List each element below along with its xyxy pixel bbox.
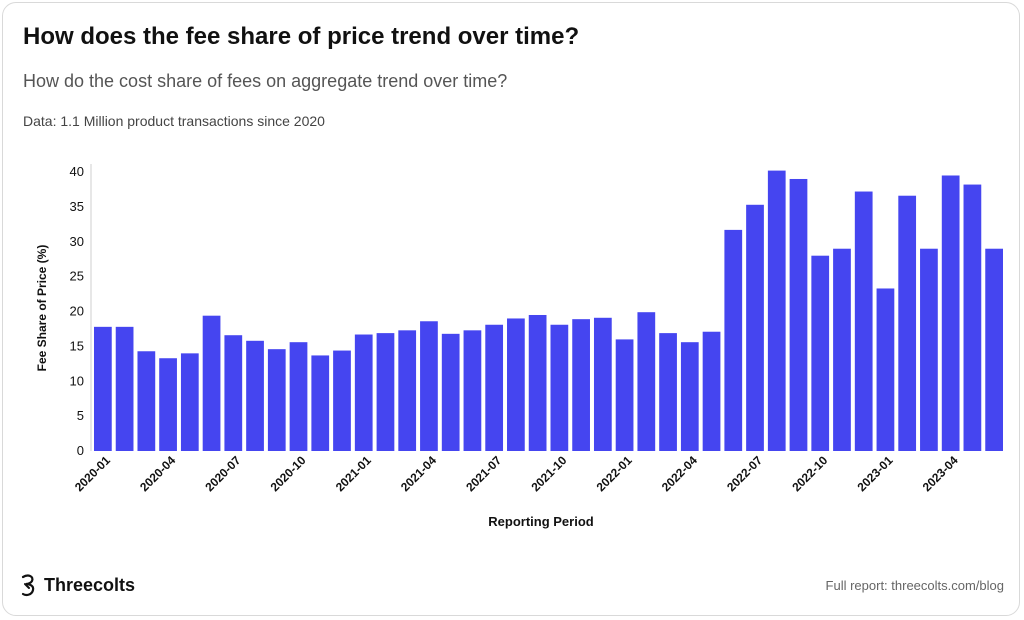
x-tick-label: 2023-04	[920, 453, 961, 494]
bar	[833, 248, 851, 451]
bar	[441, 333, 460, 451]
bar	[94, 326, 112, 451]
bar	[637, 312, 656, 451]
threecolts-logo-icon	[21, 574, 35, 597]
bar	[224, 335, 243, 451]
bar	[528, 314, 547, 451]
bar	[485, 324, 504, 451]
x-tick-label: 2020-07	[202, 453, 243, 494]
bar	[550, 324, 569, 451]
bar	[811, 255, 830, 451]
x-tick-label: 2021-07	[463, 453, 504, 494]
y-axis: 0 5 10 15 20 25 30 35 40	[70, 164, 92, 458]
bar	[854, 191, 873, 451]
y-axis-label: Fee Share of Price (%)	[35, 245, 49, 372]
bar	[615, 339, 634, 451]
bar	[985, 248, 1003, 451]
bar	[376, 333, 395, 451]
y-tick-label: 25	[70, 269, 84, 284]
bar	[289, 342, 308, 451]
bar	[463, 330, 482, 451]
x-tick-label: 2022-01	[594, 453, 635, 494]
bar	[311, 355, 330, 451]
x-tick-label: 2021-10	[528, 453, 569, 494]
full-report-link[interactable]: Full report: threecolts.com/blog	[825, 578, 1004, 593]
bar	[659, 333, 677, 451]
x-tick-label: 2021-01	[333, 453, 374, 494]
x-tick-label: 2022-07	[724, 453, 765, 494]
bar	[724, 229, 743, 451]
bar	[180, 353, 199, 451]
bar	[572, 319, 590, 451]
y-tick-label: 40	[70, 164, 84, 179]
bar	[115, 326, 134, 451]
bar	[398, 330, 417, 451]
x-axis: 2020-01 2020-04 2020-07 2020-10 2021-01 2021-…	[72, 453, 961, 494]
bar	[680, 342, 699, 451]
bar	[767, 170, 786, 451]
y-tick-label: 10	[70, 373, 84, 388]
bar	[354, 334, 373, 451]
bar	[746, 204, 764, 451]
y-tick-label: 20	[70, 304, 84, 319]
y-tick-label: 15	[70, 338, 84, 353]
bar	[876, 288, 895, 451]
x-tick-label: 2022-04	[659, 453, 700, 494]
data-source-note: Data: 1.1 Million product transactions s…	[23, 113, 325, 129]
brand-name: Threecolts	[44, 574, 136, 595]
brand-logo[interactable]: Threecolts	[20, 573, 135, 597]
y-tick-label: 35	[70, 199, 84, 214]
bar	[159, 358, 177, 451]
bar	[420, 321, 438, 451]
x-axis-label: Reporting Period	[488, 514, 594, 529]
x-tick-label: 2020-04	[137, 453, 178, 494]
x-tick-label: 2021-04	[398, 453, 439, 494]
chart-title: How does the fee share of price trend ov…	[23, 23, 580, 50]
bars-group	[94, 170, 1003, 452]
bar	[333, 350, 351, 451]
bar	[267, 349, 286, 451]
chart-subtitle: How do the cost share of fees on aggrega…	[23, 71, 508, 91]
bar	[898, 195, 917, 451]
y-tick-label: 30	[70, 234, 84, 249]
bar	[789, 178, 808, 452]
bar	[920, 248, 938, 451]
bar	[137, 351, 156, 451]
x-tick-label: 2022-10	[789, 453, 830, 494]
y-tick-label: 5	[77, 408, 84, 423]
y-tick-label: 0	[77, 443, 84, 458]
bar	[507, 318, 525, 451]
bar	[963, 184, 982, 451]
x-tick-label: 2023-01	[855, 453, 896, 494]
bar	[593, 317, 612, 451]
bar	[941, 175, 960, 452]
bar	[202, 315, 221, 451]
bar	[702, 331, 721, 451]
x-tick-label: 2020-10	[268, 453, 309, 494]
bar	[246, 340, 264, 451]
x-tick-label: 2020-01	[72, 453, 113, 494]
